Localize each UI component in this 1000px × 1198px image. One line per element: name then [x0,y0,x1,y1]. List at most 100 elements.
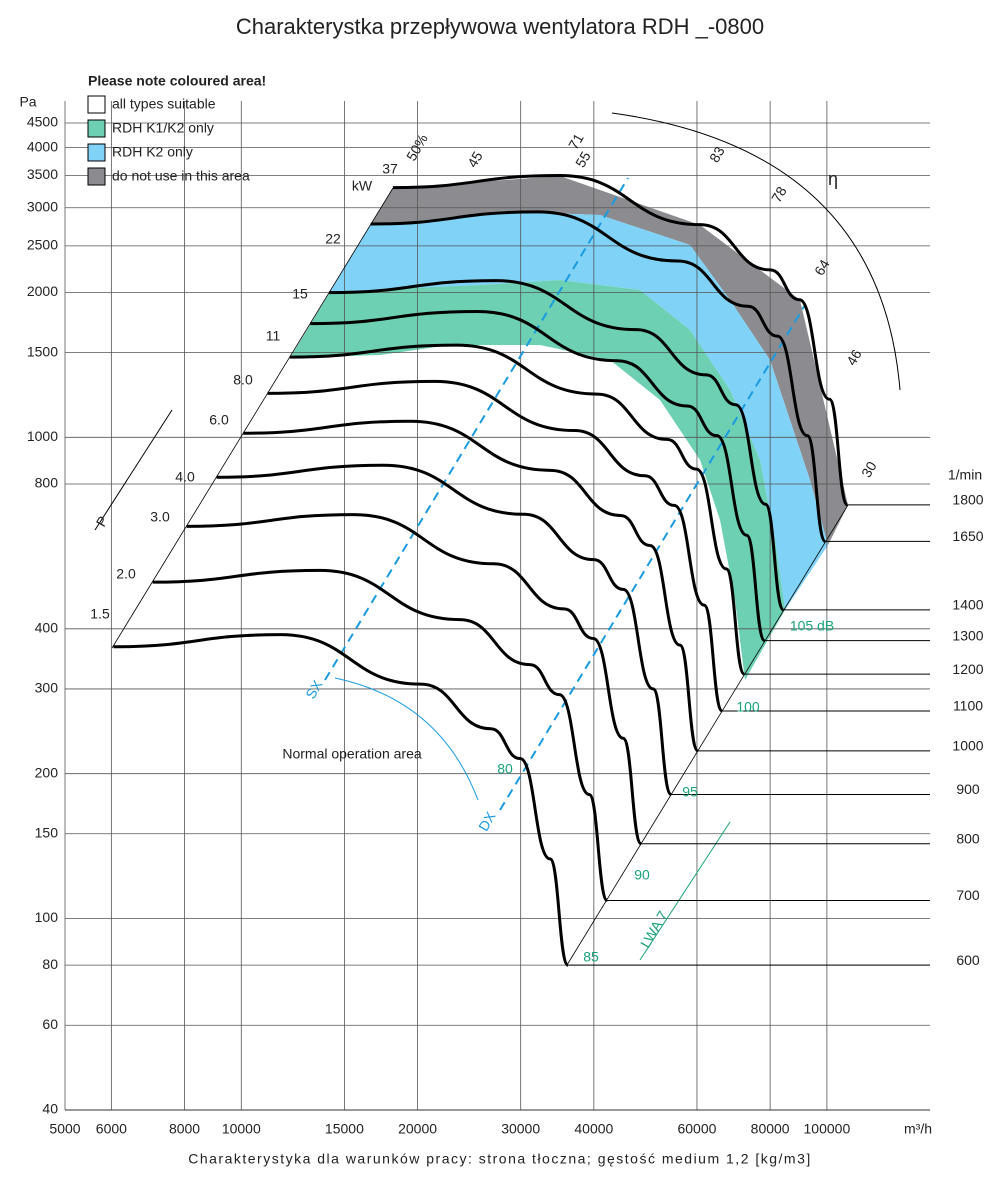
y-tick-label: 4500 [27,114,58,130]
sound-label: 100 [736,699,760,715]
efficiency-label: 78 [768,183,790,205]
y-tick-label: 1500 [27,343,58,359]
speed-label: 900 [956,781,980,797]
legend-swatch [87,119,106,138]
regions [290,176,848,680]
x-tick-label: 15000 [325,1121,364,1137]
sx-dx-arrow [334,677,479,801]
left-boundary [111,187,394,649]
sound-label: 90 [634,867,650,883]
legend-label: RDH K1/K2 only [112,120,214,136]
speed-label: 800 [956,830,980,846]
decorations [94,112,901,966]
y-tick-label: 150 [35,824,59,840]
power-label: 22 [325,231,341,247]
sound-label: 85 [583,949,599,965]
power-label: 8.0 [233,372,253,388]
speed-curve [310,310,767,643]
speed-curve [329,279,785,612]
efficiency-label: 83 [706,143,728,165]
y-tick-label: 3500 [27,166,58,182]
sound-arrow [639,821,731,961]
y-tick-label: 400 [35,620,59,636]
speed-curve [152,568,609,903]
y-tick-label: 200 [35,764,59,780]
speed-curve [370,210,827,543]
x-tick-label: 10000 [222,1121,261,1137]
sound-label: 105 dB [790,618,834,634]
x-tick-label: 60000 [677,1121,716,1137]
y-tick-label: 100 [35,909,59,925]
power-label: 2.0 [116,566,136,582]
sound-level-label: LWA 7 [637,908,671,951]
x-tick-label: 30000 [501,1121,540,1137]
legend-title: Please note coloured area! [88,73,266,89]
legend-label: do not use in this area [112,168,250,184]
speed-label: 1400 [952,597,983,613]
sx-label: SX [302,677,326,702]
curves: 1800 1650 1400 1300 1200 1100 1000 900 800 700 600 [113,174,984,968]
x-tick-label: 20000 [398,1121,437,1137]
pressure-symbol: P [93,513,112,529]
chart-subtitle: Charakterystyka dla warunków pracy: stro… [188,1151,812,1167]
region-no-use [370,176,848,545]
y-tick-label: 300 [35,680,59,696]
x-tick-label: 40000 [574,1121,613,1137]
power-label: 4.0 [175,469,195,485]
efficiency-label: 46 [843,346,865,368]
y-tick-label: 4000 [27,138,58,154]
dx-label: DX [475,808,499,833]
speed-label: 600 [956,952,980,968]
grid: 40 60 80 100 150 200 300 400 800 1000 1500 2000 2500… [27,101,930,1137]
region-k2 [330,212,828,610]
legend-swatch [87,167,106,186]
efficiency-arrow [611,112,901,391]
y-tick-label: 60 [42,1016,58,1032]
y-tick-label: 2500 [27,237,58,253]
efficiency-label: 45 [464,148,486,170]
legend: Please note coloured area! all types sui… [87,73,266,186]
speed-label: 1650 [952,528,983,544]
power-arrow [94,409,173,531]
y-axis-label: Pa [19,94,36,110]
y-tick-label: 800 [35,475,59,491]
speed-curve [243,419,700,753]
x-tick-label: 5000 [49,1121,80,1137]
power-unit: kW [352,178,373,194]
normal-area-label: Normal operation area [282,746,422,762]
sound-label: 95 [682,784,698,800]
power-label: 15 [292,286,308,302]
power-label: 1.5 [90,606,110,622]
power-label: 11 [266,328,281,344]
legend-swatch [87,143,106,162]
speed-curve [186,513,643,846]
speed-curve [392,174,849,507]
efficiency-label: 64 [811,256,833,278]
legend-swatch [87,95,106,114]
dx-line [499,304,806,811]
x-tick-label: 8000 [169,1121,200,1137]
power-label: 37 [382,161,398,177]
speed-curve [267,379,724,713]
y-tick-label: 80 [42,956,58,972]
speed-label: 1000 [952,738,983,754]
speed-label: 1100 [953,698,983,714]
region-k1k2 [290,280,785,680]
power-label: 6.0 [209,412,229,428]
speed-label: 700 [956,887,980,903]
efficiency-label: 71 [565,130,587,152]
x-tick-label: 100000 [804,1121,851,1137]
speed-label: 1800 [952,492,983,508]
efficiency-label: 55 [572,148,594,170]
speed-label: 1300 [952,627,983,643]
chart-title: Charakterystka przepływowa wentylatora R… [236,14,764,39]
efficiency-label: 30 [858,458,880,480]
x-tick-label: 80000 [751,1121,790,1137]
sound-label: 80 [497,761,513,777]
power-label: 3.0 [150,509,170,525]
y-tick-label: 3000 [27,198,58,214]
speed-label: 1/min [948,467,982,483]
speed-label: 1200 [952,661,983,677]
y-tick-label: 40 [42,1101,58,1117]
sx-line [324,177,629,681]
